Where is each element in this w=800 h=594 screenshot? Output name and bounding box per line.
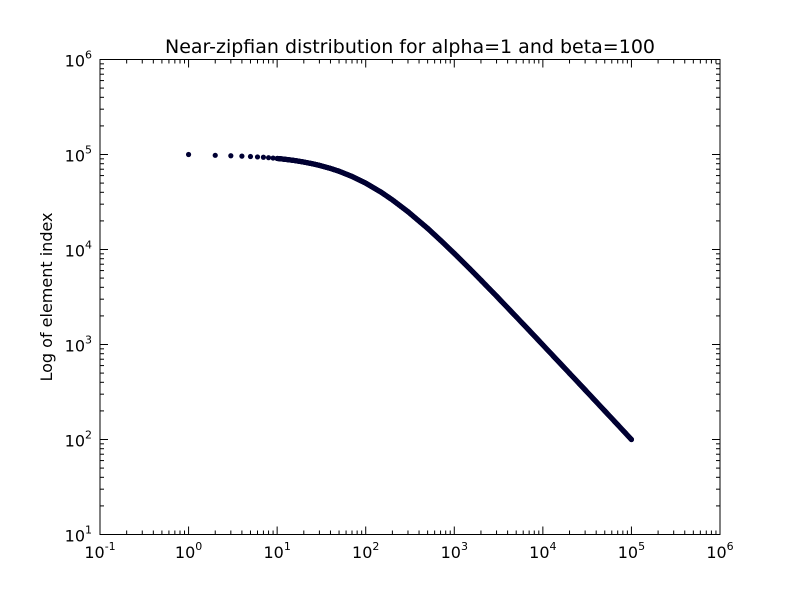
data-point [265, 155, 272, 161]
y-tick-label-base: 10 [65, 147, 85, 166]
data-point [628, 436, 635, 443]
y-tick-label: 106 [65, 49, 92, 71]
data-point [228, 153, 234, 159]
y-tick-label-base: 10 [65, 337, 85, 356]
y-tick-label-base: 10 [65, 527, 85, 546]
x-tick-label: 10-1 [84, 540, 115, 562]
y-tick-label-exponent: 1 [85, 524, 92, 537]
data-point [185, 151, 192, 158]
data-point [212, 152, 218, 158]
x-tick-label-base: 10 [84, 543, 104, 562]
x-tick-label: 103 [441, 540, 468, 562]
data-points [185, 151, 635, 443]
y-tick-label: 101 [65, 524, 92, 546]
y-tick-label-exponent: 4 [85, 239, 92, 252]
x-tick-label-base: 10 [263, 543, 283, 562]
data-point [260, 154, 267, 160]
x-tick-label-exponent: 2 [372, 540, 379, 553]
plot-frame [99, 59, 721, 535]
x-tick-label-exponent: 5 [638, 540, 645, 553]
x-tick-label: 100 [175, 540, 202, 562]
x-tick-label-base: 10 [175, 543, 195, 562]
y-tick-label: 103 [65, 334, 92, 356]
y-tick-label: 102 [65, 429, 92, 451]
y-tick-label: 104 [65, 239, 92, 261]
x-tick-label-exponent: 4 [550, 540, 557, 553]
y-tick-label-base: 10 [65, 432, 85, 451]
x-tick-label-base: 10 [529, 543, 549, 562]
x-tick-label: 102 [352, 540, 379, 562]
x-tick-label-base: 10 [352, 543, 372, 562]
x-tick-label: 101 [263, 540, 290, 562]
x-tick-label-exponent: 0 [195, 540, 202, 553]
y-tick-label-exponent: 3 [85, 334, 92, 347]
x-tick-label-exponent: -1 [105, 540, 116, 553]
x-tick-label-exponent: 6 [727, 540, 734, 553]
x-tick-label-base: 10 [618, 543, 638, 562]
x-tick-label-exponent: 1 [284, 540, 291, 553]
y-tick-label-exponent: 6 [85, 49, 92, 62]
x-tick-label: 105 [618, 540, 645, 562]
chart-title: Near-zipfian distribution for alpha=1 an… [165, 36, 655, 58]
y-tick-label-exponent: 2 [85, 429, 92, 442]
x-tick-label-exponent: 3 [461, 540, 468, 553]
axis-ticks: 10-1 100 101 102 103 104 105 106101102103104105… [65, 49, 734, 563]
data-point [254, 154, 261, 160]
data-point [247, 153, 254, 160]
y-tick-label-base: 10 [65, 242, 85, 261]
y-tick-label-base: 10 [65, 52, 85, 71]
data-point [239, 153, 245, 159]
y-tick-label: 105 [65, 144, 92, 166]
x-tick-label-base: 10 [441, 543, 461, 562]
x-tick-label-base: 10 [706, 543, 726, 562]
x-tick-label: 106 [706, 540, 733, 562]
data-point [270, 155, 276, 161]
x-tick-label: 104 [529, 540, 556, 562]
y-tick-label-exponent: 5 [85, 144, 92, 157]
y-axis-label: Log of element index [37, 212, 56, 381]
